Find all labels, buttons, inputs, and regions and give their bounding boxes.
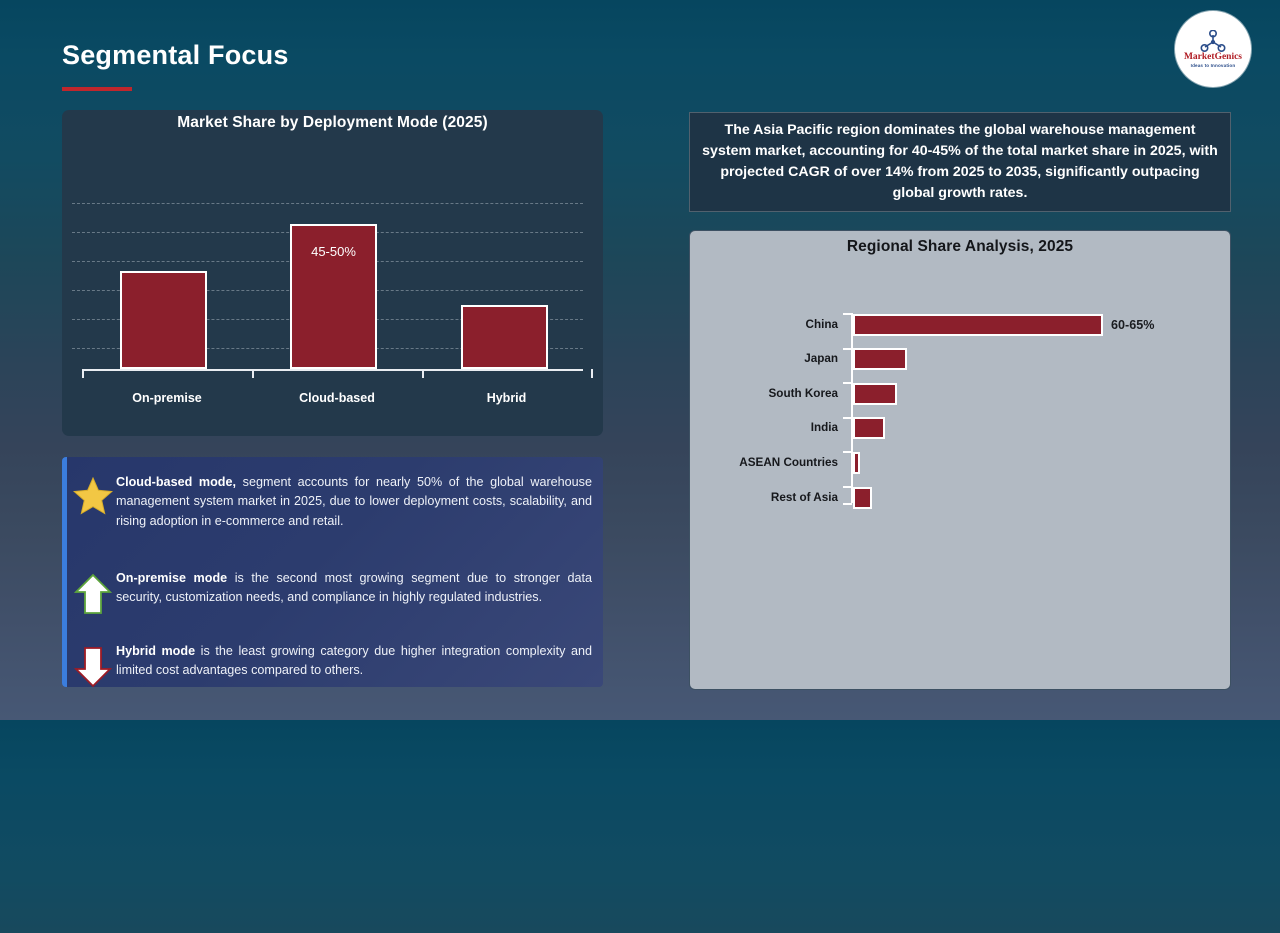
logo-name: MarketGenics (1183, 51, 1243, 62)
x-tick-1 (252, 369, 254, 378)
asia-pacific-callout: The Asia Pacific region dominates the gl… (689, 112, 1231, 212)
deployment-mode-chart-card: Market Share by Deployment Mode (2025) 4… (62, 110, 603, 436)
y-tick-2 (843, 382, 852, 384)
y-tick-1 (843, 348, 852, 350)
hbar-japan (853, 348, 907, 370)
y-label-china: China (805, 318, 838, 331)
hbar-asean (853, 452, 860, 474)
y-label-japan: Japan (804, 352, 838, 365)
hbar-china (853, 314, 1103, 336)
arrow-down-icon (74, 647, 112, 688)
regional-plot-area: China 60-65% Japan South Korea India ASE… (690, 269, 1232, 509)
x-label-hybrid: Hybrid (486, 391, 527, 405)
hbar-india (853, 417, 885, 439)
y-label-south-korea: South Korea (768, 387, 838, 400)
callout-text: The Asia Pacific region dominates the gl… (702, 122, 1218, 201)
brand-logo: MarketGenics Ideas to Innovation (1175, 11, 1251, 87)
insight-lead-on-premise: On-premise mode (116, 571, 228, 585)
insight-text-cloud: Cloud-based mode, segment accounts for n… (116, 473, 592, 531)
insight-text-on-premise: On-premise mode is the second most growi… (116, 569, 592, 615)
page-title: Segmental Focus (62, 40, 289, 70)
x-label-cloud-based: Cloud-based (299, 391, 375, 405)
insight-item-hybrid: Hybrid mode is the least growing categor… (70, 642, 592, 688)
star-icon (73, 477, 113, 515)
insight-body-on-premise: is the second most growing segment due t… (116, 571, 593, 605)
insight-item-on-premise: On-premise mode is the second most growi… (70, 569, 592, 615)
insight-item-cloud: Cloud-based mode, segment accounts for n… (70, 473, 592, 531)
y-tick-6 (843, 503, 852, 505)
network-node-icon (1200, 29, 1226, 52)
y-tick-0 (843, 313, 852, 315)
x-tick-0 (82, 369, 84, 378)
insight-body-hybrid: is the least growing category due higher… (116, 644, 592, 678)
gridline-60 (72, 203, 583, 204)
title-underline-accent (62, 87, 132, 91)
insight-text-hybrid: Hybrid mode is the least growing categor… (116, 642, 592, 688)
x-tick-3 (591, 369, 593, 378)
bar-hybrid (461, 305, 548, 369)
bar-on-premise (120, 271, 207, 369)
insight-lead-cloud: Cloud-based mode, (116, 475, 236, 489)
y-axis-line (851, 313, 853, 503)
arrow-up-icon (74, 573, 112, 614)
chart-title-deployment: Market Share by Deployment Mode (2025) (177, 114, 488, 131)
star-icon-wrap (70, 473, 116, 531)
arrow-down-icon-wrap (70, 642, 116, 688)
y-tick-3 (843, 417, 852, 419)
y-label-rest-of-asia: Rest of Asia (770, 491, 838, 504)
y-label-asean: ASEAN Countries (739, 456, 838, 469)
bar-cloud-based (290, 224, 377, 369)
arrow-up-icon-wrap (70, 569, 116, 615)
insight-lead-hybrid: Hybrid mode (116, 644, 196, 658)
bar-value-label-cloud-based: 45-50% (311, 244, 356, 259)
hbar-rest-of-asia (853, 487, 872, 509)
insight-body-cloud: segment accounts for nearly 50% of the g… (116, 475, 592, 528)
hbar-south-korea (853, 383, 897, 405)
x-label-on-premise: On-premise (132, 391, 202, 405)
x-tick-2 (422, 369, 424, 378)
y-tick-5 (843, 486, 852, 488)
regional-share-card: Regional Share Analysis, 2025 China 60-6… (689, 230, 1231, 690)
deployment-plot-area: 45-50% On-premise Cloud-based Hybrid (72, 138, 593, 414)
y-label-india: India (810, 421, 838, 434)
hbar-value-china: 60-65% (1111, 318, 1155, 332)
y-tick-4 (843, 451, 852, 453)
logo-tagline: Ideas to Innovation (1190, 62, 1236, 68)
deployment-insights-box: Cloud-based mode, segment accounts for n… (62, 457, 603, 688)
x-axis-line (82, 369, 583, 371)
chart-title-regional: Regional Share Analysis, 2025 (846, 238, 1074, 255)
